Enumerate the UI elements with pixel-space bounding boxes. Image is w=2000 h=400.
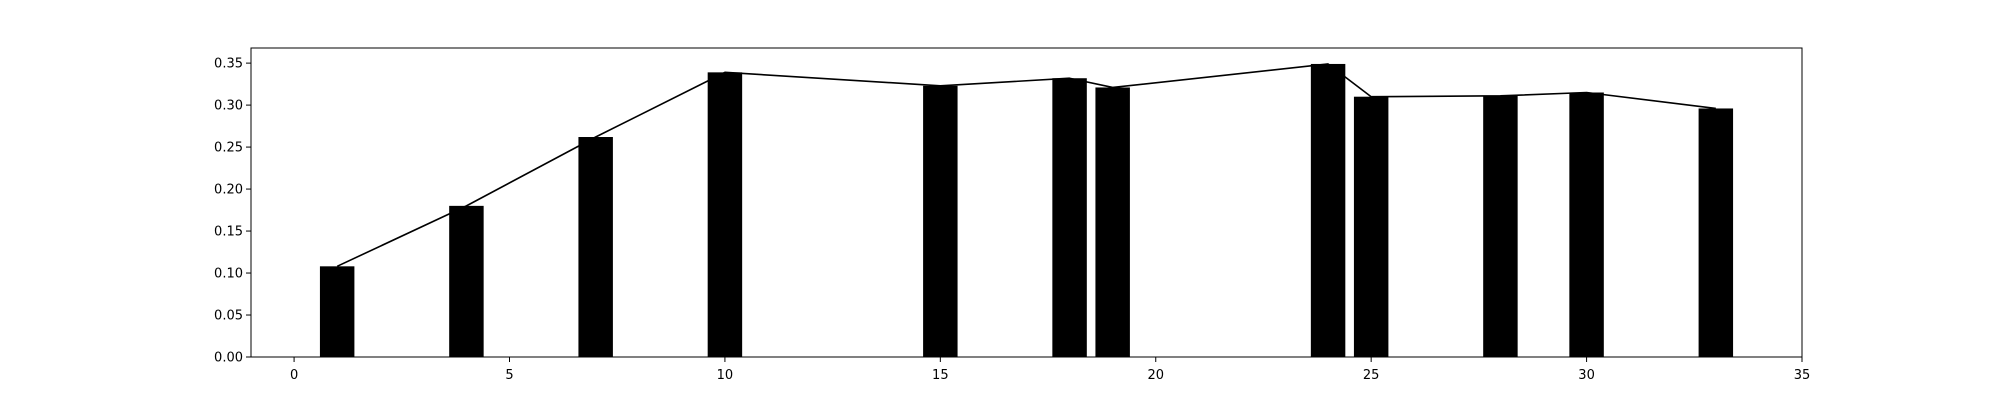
bar-2 xyxy=(578,137,613,357)
x-tick-label-7: 35 xyxy=(1794,368,1811,383)
y-tick-label-5: 0.25 xyxy=(214,141,243,156)
bar-4 xyxy=(923,85,958,357)
y-tick-label-0: 0.00 xyxy=(214,351,243,366)
y-tick-label-3: 0.15 xyxy=(214,225,243,240)
y-tick-label-7: 0.35 xyxy=(214,57,243,72)
x-tick-label-5: 25 xyxy=(1363,368,1380,383)
bar-0 xyxy=(319,266,355,357)
bar-7 xyxy=(1310,63,1346,357)
line-series-group xyxy=(336,63,1716,268)
bar-11 xyxy=(1698,108,1734,358)
x-axis: 0 5 10 15 20 25 30 35 xyxy=(290,357,1810,383)
bar-10 xyxy=(1569,92,1604,357)
x-tick-label-4: 20 xyxy=(1147,368,1164,383)
x-tick-label-3: 15 xyxy=(932,368,949,383)
plot-frame xyxy=(250,47,1803,358)
x-tick-label-0: 0 xyxy=(290,368,298,383)
bar-1 xyxy=(449,205,484,357)
bar-3 xyxy=(707,72,743,357)
y-axis: 0.00 0.05 0.10 0.15 0.20 0.25 0.30 0.35 xyxy=(214,57,251,366)
bars-group xyxy=(319,63,1734,358)
bar-6 xyxy=(1095,87,1130,358)
y-tick-label-6: 0.30 xyxy=(214,99,243,114)
x-tick-label-6: 30 xyxy=(1578,368,1595,383)
y-tick-label-4: 0.20 xyxy=(214,183,243,198)
line-series xyxy=(336,63,1716,268)
y-tick-label-1: 0.05 xyxy=(214,309,243,324)
x-tick-label-2: 10 xyxy=(717,368,734,383)
bar-8 xyxy=(1353,96,1389,357)
y-tick-label-2: 0.10 xyxy=(214,267,243,282)
bar-9 xyxy=(1483,95,1518,358)
x-tick-label-1: 5 xyxy=(505,368,513,383)
bar-5 xyxy=(1052,78,1087,357)
